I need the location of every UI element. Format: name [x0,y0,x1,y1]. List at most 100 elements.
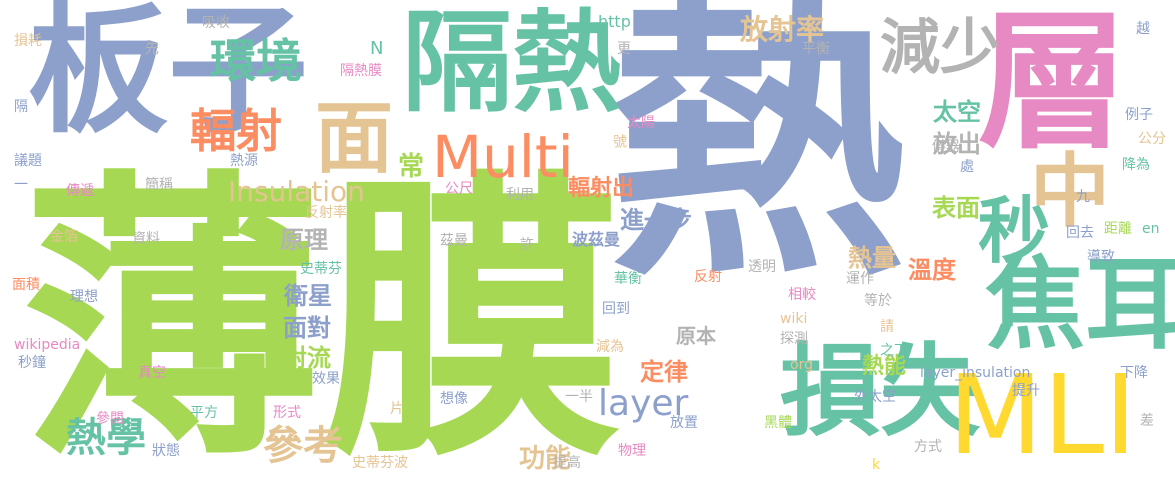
word-yuanli: 原理 [280,226,328,254]
word-xingshi: 形式 [273,405,301,421]
word-juli: 距離 [1104,221,1132,237]
word-reliang: 熱量 [848,244,896,272]
word-gere: 隔熱 [402,0,622,127]
word-multi: Multi [432,123,574,191]
word-miaozhong: 秒鐘 [18,355,46,371]
word-jianwei: 減為 [596,339,624,355]
word-mianji: 面積 [12,277,40,293]
word-shidifen-bo: 史蒂芬波 [352,455,408,471]
word-zhuangtai: 狀態 [152,443,180,459]
word-xiangjiao: 相較 [788,287,816,303]
word-layer-insulation: layer_insulation [920,365,1031,381]
word-huanjing: 環境 [210,34,302,88]
word-cankao: 參考 [263,423,343,469]
word-liyong: 利用 [506,187,534,203]
word-gongfen: 公分 [1138,131,1166,147]
word-insulation: Insulation [228,175,365,208]
word-taiyang: 太陽 [627,115,655,131]
word-cha: 差 [1140,413,1154,429]
word-jinbo: 金箔 [50,229,78,245]
word-ziliao: 資料 [132,231,160,247]
word-heiti: 黑體 [764,415,792,431]
word-ziman: 茲曼 [440,233,468,249]
word-xiajiang: 下降 [1120,365,1148,381]
word-n: N [370,38,384,59]
word-en: en [1142,221,1160,237]
word-k: k [872,457,881,473]
word-sunhao: 損耗 [14,33,42,49]
word-xiaoguo: 效果 [312,371,340,387]
word-ge: 隔 [14,99,28,115]
word-canyue: 參閱 [96,411,124,427]
word-taikong: 太空 [933,98,981,126]
word-miao: 秒 [978,189,1051,273]
word-yuanben: 原本 [676,324,716,348]
word-mli: MLI [948,351,1137,479]
word-reyuan: 熱源 [230,153,258,169]
word-waitaikong: 外太空 [854,389,896,405]
word-huaheng: 華衡 [614,271,642,287]
word-yiban: 一半 [565,389,593,405]
word-http: http [598,12,631,31]
word-re: 熱 [608,0,908,316]
word-jinyibu: 進一步 [620,206,692,234]
word-pingfang: 平方 [190,405,218,421]
word-tisheng: 提升 [1012,383,1040,399]
word-biaomian: 表面 [932,194,980,222]
word-duiliu: 對流 [283,344,331,372]
word-chuandi: 傳遞 [66,183,94,199]
word-fangchu: 放出 [933,130,981,158]
word-sunshi: 損失 [780,333,980,450]
word-fushe: 輻射 [190,104,282,158]
word-touming: 透明 [748,259,776,275]
word-yunzuo: 運作 [846,271,874,287]
word-gongneng: 功能 [519,444,572,474]
word-chu: 處 [960,159,974,175]
word-gongchi: 公尺 [445,181,473,197]
word-wendu: 溫度 [908,256,956,284]
word-banzi: 板子 [28,0,309,153]
word-bozi-man: 波茲曼 [572,230,621,249]
word-jiaoer: 焦耳 [985,246,1175,363]
word-tigao: 提高 [553,455,581,471]
word-dengyu: 等於 [864,293,892,309]
word-fangshi: 方式 [914,439,942,455]
word-dinglv: 定律 [640,358,688,386]
word-daozhi: 導致 [1087,249,1115,265]
word-wikipedia: wikipedia [14,337,81,353]
word-fangshelv: 放射率 [740,13,825,46]
word-pian: 片 [390,401,404,417]
word-jiu: 九 [1076,189,1090,205]
word-miandui: 面對 [283,314,331,342]
word-mian: 面 [315,94,394,184]
word-yue: 越 [1136,21,1150,37]
word-weixing: 衛星 [284,282,332,310]
word-huiqu: 回去 [1066,225,1094,241]
word-gere-mo: 隔熱膜 [340,63,382,79]
word-zhixia: 之下 [880,343,908,359]
word-lixiang: 理想 [70,289,98,305]
word-qing: 請 [880,319,894,335]
word-rexue: 熱學 [66,415,146,461]
word-geng: 更 [617,41,631,57]
word-yiti: 議題 [14,153,42,169]
word-fushechu: 輻射出 [568,176,635,201]
word-shidifen: 史蒂芬 [300,261,342,277]
word-pingheng: 平衡 [802,41,830,57]
word-xishou: 吸收 [202,15,230,31]
word-fanshe: 反射 [694,269,722,285]
word-jiancheng: 簡稱 [145,177,173,193]
word-tance: 探測 [780,331,808,347]
word-hao: 號 [611,134,627,148]
word-fanshelv: 反射率 [305,205,347,221]
word-chang: 常 [398,152,425,182]
word-fangzhi: 放置 [670,415,698,431]
word-yi: 一 [14,177,28,193]
word-chuandao: 傳導 [675,10,723,38]
word-yiqi: 儀器 [932,139,960,155]
word-jianshao: 減少 [880,13,1000,83]
word-xiangxiang: 想像 [440,391,468,407]
word-reneng: 熱能 [862,354,907,379]
word-xian: 先 [145,41,159,57]
